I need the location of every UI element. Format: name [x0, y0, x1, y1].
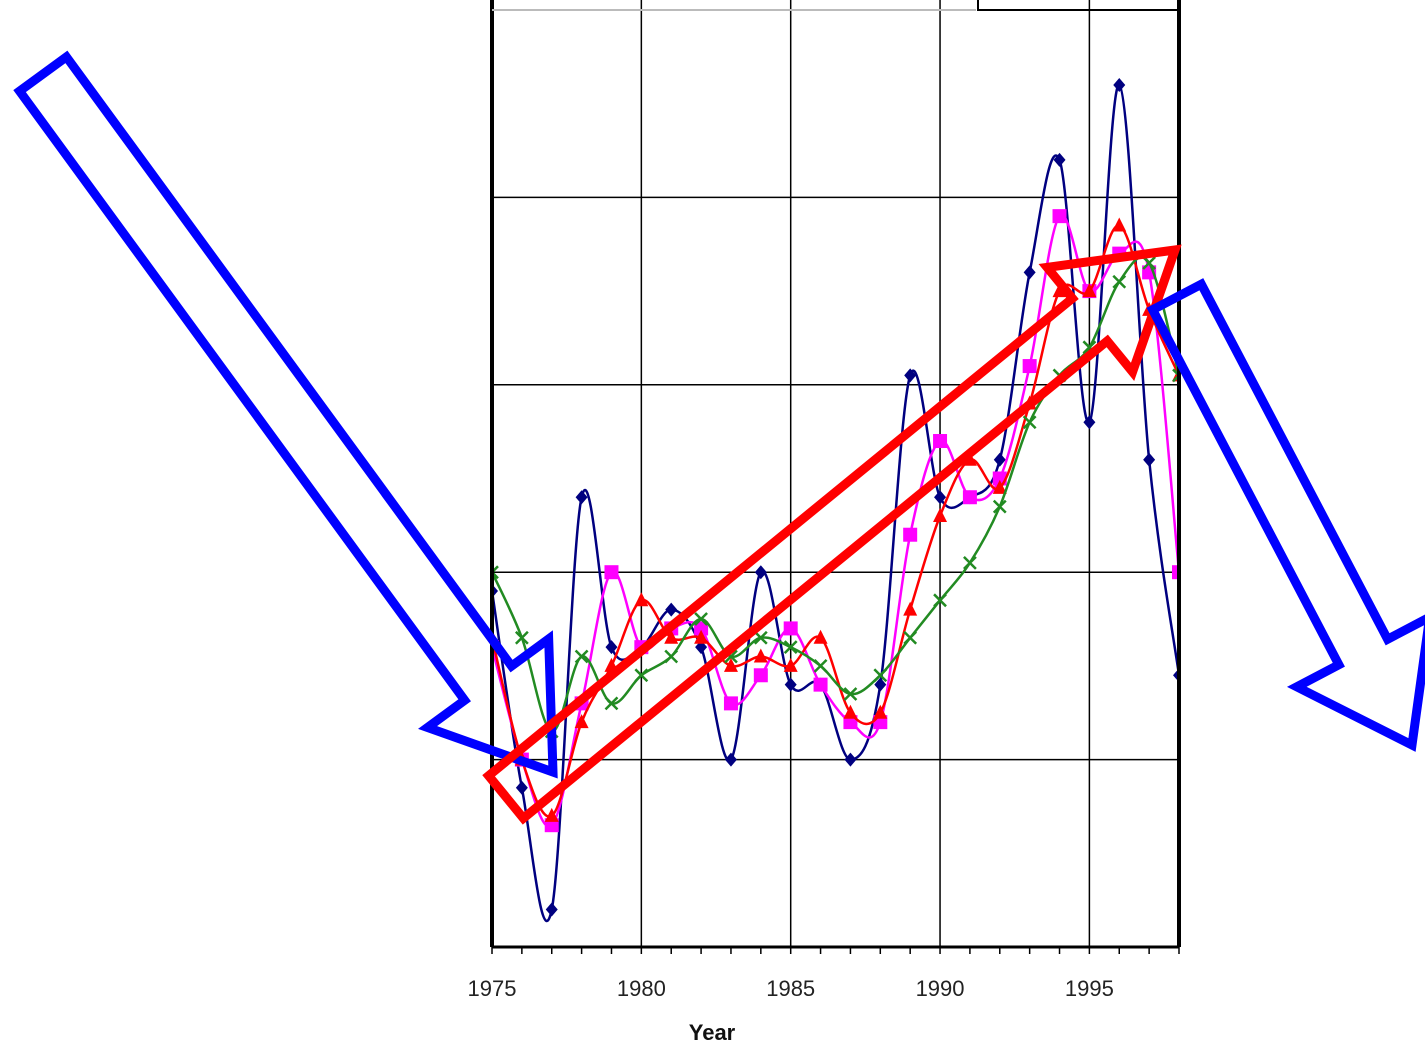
- data-point: [992, 499, 1007, 514]
- data-point: [634, 668, 649, 683]
- data-point: [843, 687, 858, 701]
- legend-box-edge: [977, 0, 1177, 11]
- data-point: [723, 696, 738, 711]
- data-point: [1023, 265, 1036, 280]
- data-point: [873, 704, 888, 719]
- blue-arrow-left: [13, 50, 558, 779]
- data-point: [783, 621, 798, 636]
- data-point: [904, 368, 917, 383]
- data-point: [962, 490, 977, 505]
- x-tick-label: 1985: [766, 976, 815, 1001]
- annotation-arrows: [13, 50, 1425, 825]
- data-point: [1083, 415, 1096, 430]
- data-point: [933, 434, 948, 449]
- data-point: [1112, 274, 1127, 289]
- data-point: [873, 668, 888, 683]
- x-axis: 1975 1980 1985 1990 1995: [468, 947, 1180, 1001]
- data-point: [783, 657, 798, 672]
- data-point: [933, 593, 947, 608]
- data-point: [575, 490, 588, 505]
- data-point: [1172, 565, 1179, 580]
- data-point: [515, 780, 528, 795]
- data-point: [784, 677, 797, 692]
- data-point: [1053, 152, 1066, 167]
- red-arrow-up: [482, 244, 1182, 825]
- data-point: [903, 527, 918, 542]
- data-point: [694, 621, 709, 636]
- data-point: [1052, 209, 1067, 224]
- data-point: [993, 452, 1006, 467]
- data-point: [545, 902, 558, 917]
- data-point: [1142, 256, 1157, 270]
- x-tick-label: 1990: [916, 976, 965, 1001]
- data-point: [723, 657, 738, 672]
- data-point: [813, 677, 828, 692]
- data-point: [574, 649, 589, 664]
- data-point: [664, 629, 679, 644]
- data-point: [843, 704, 858, 719]
- data-point: [844, 752, 857, 767]
- data-point: [813, 629, 828, 644]
- data-point: [604, 565, 619, 580]
- data-point: [783, 640, 798, 655]
- data-point: [903, 601, 918, 616]
- series-1: [492, 77, 1179, 922]
- data-point: [754, 565, 767, 580]
- data-point: [903, 630, 918, 645]
- data-point: [1022, 359, 1037, 374]
- x-axis-title: Year: [689, 1020, 736, 1043]
- data-point: [605, 640, 618, 655]
- data-point: [544, 807, 559, 822]
- data-point: [492, 565, 499, 580]
- data-point: [634, 592, 649, 607]
- data-point: [813, 659, 828, 673]
- plot-frame: [490, 0, 1181, 949]
- data-point: [934, 490, 947, 505]
- data-point: [604, 696, 619, 711]
- data-point: [724, 752, 737, 767]
- data-point: [753, 668, 768, 683]
- blue-arrow-right: [1146, 278, 1425, 752]
- data-point: [514, 630, 529, 645]
- data-point: [664, 649, 679, 664]
- data-point: [1022, 415, 1037, 430]
- data-point: [1082, 283, 1097, 298]
- data-point: [694, 612, 708, 626]
- x-tick-label: 1995: [1065, 976, 1114, 1001]
- data-point: [1172, 368, 1179, 383]
- data-point: [992, 479, 1007, 494]
- data-point: [694, 629, 709, 644]
- data-point: [1143, 452, 1156, 467]
- data-point: [933, 507, 948, 522]
- data-point: [1113, 77, 1126, 92]
- data-point: [665, 602, 678, 617]
- data-point: [753, 648, 768, 663]
- x-tick-label: 1980: [617, 976, 666, 1001]
- data-point: [574, 714, 589, 729]
- x-tick-label: 1975: [468, 976, 517, 1001]
- data-point: [874, 677, 887, 692]
- data-point: [963, 555, 977, 570]
- data-point: [1112, 217, 1127, 232]
- data-point: [753, 630, 768, 645]
